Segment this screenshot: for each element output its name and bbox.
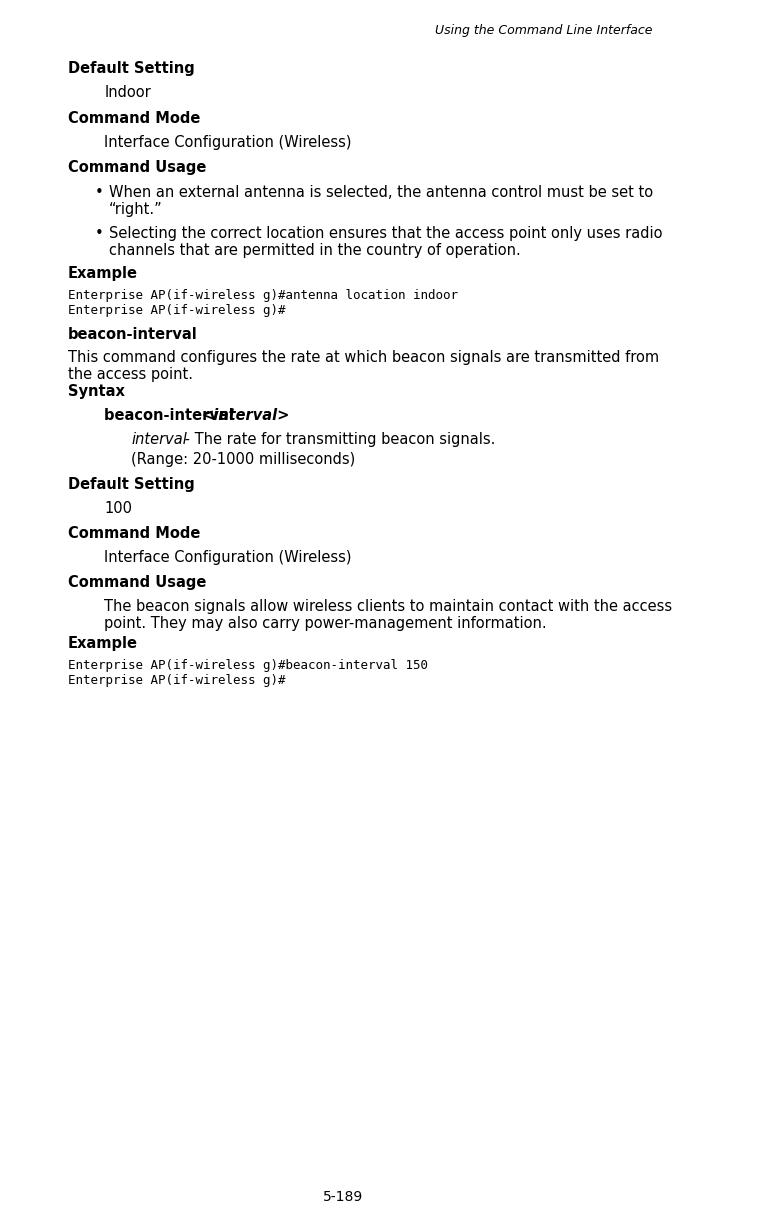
- Text: Enterprise AP(if-wireless g)#antenna location indoor
Enterprise AP(if-wireless g: Enterprise AP(if-wireless g)#antenna loc…: [68, 289, 458, 317]
- Text: •: •: [95, 226, 104, 241]
- Text: •: •: [95, 186, 104, 200]
- Text: 100: 100: [104, 501, 132, 516]
- Text: Syntax: Syntax: [68, 383, 125, 399]
- Text: 5-189: 5-189: [323, 1190, 363, 1204]
- Text: Default Setting: Default Setting: [68, 61, 195, 76]
- Text: Command Mode: Command Mode: [68, 526, 201, 541]
- Text: beacon-interval: beacon-interval: [68, 327, 198, 342]
- Text: Interface Configuration (Wireless): Interface Configuration (Wireless): [104, 135, 352, 150]
- Text: When an external antenna is selected, the antenna control must be set to
“right.: When an external antenna is selected, th…: [109, 186, 653, 218]
- Text: beacon-interval: beacon-interval: [104, 408, 239, 423]
- Text: The beacon signals allow wireless clients to maintain contact with the access
po: The beacon signals allow wireless client…: [104, 599, 672, 632]
- Text: Enterprise AP(if-wireless g)#beacon-interval 150
Enterprise AP(if-wireless g)#: Enterprise AP(if-wireless g)#beacon-inte…: [68, 659, 428, 687]
- Text: Command Usage: Command Usage: [68, 160, 207, 175]
- Text: (Range: 20-1000 milliseconds): (Range: 20-1000 milliseconds): [132, 452, 356, 467]
- Text: Example: Example: [68, 635, 138, 651]
- Text: Command Mode: Command Mode: [68, 111, 201, 127]
- Text: Example: Example: [68, 265, 138, 281]
- Text: interval: interval: [132, 433, 187, 447]
- Text: Command Usage: Command Usage: [68, 575, 207, 590]
- Text: Default Setting: Default Setting: [68, 477, 195, 492]
- Text: Indoor: Indoor: [104, 85, 151, 100]
- Text: - The rate for transmitting beacon signals.: - The rate for transmitting beacon signa…: [179, 433, 495, 447]
- Text: Selecting the correct location ensures that the access point only uses radio
cha: Selecting the correct location ensures t…: [109, 226, 662, 258]
- Text: This command configures the rate at which beacon signals are transmitted from
th: This command configures the rate at whic…: [68, 350, 659, 382]
- Text: Using the Command Line Interface: Using the Command Line Interface: [435, 25, 653, 37]
- Text: Interface Configuration (Wireless): Interface Configuration (Wireless): [104, 551, 352, 565]
- Text: <interval>: <interval>: [201, 408, 290, 423]
